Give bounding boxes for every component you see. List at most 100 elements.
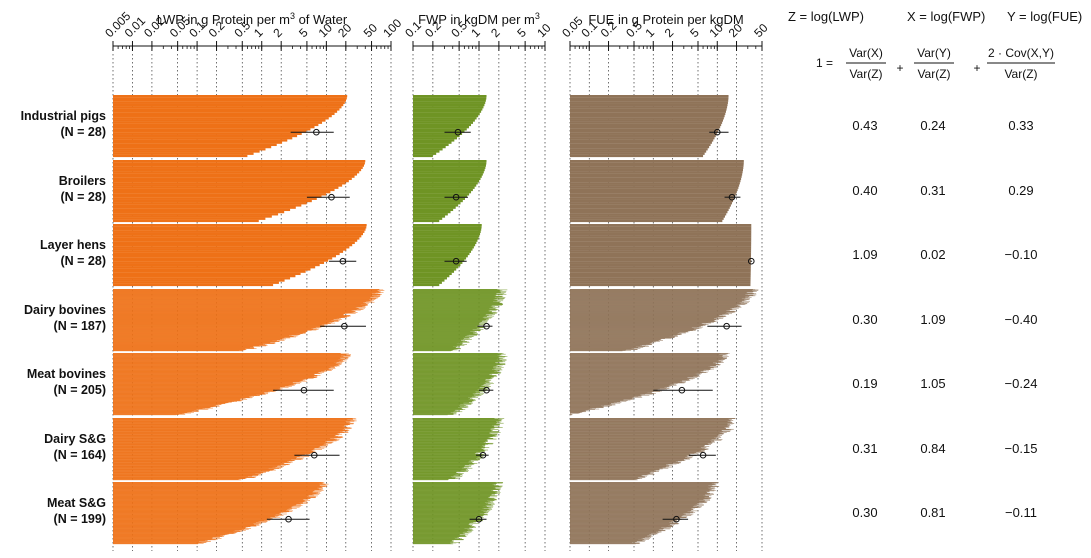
data-bar[interactable] [570, 478, 637, 480]
data-bar[interactable] [413, 450, 486, 451]
data-bar[interactable] [113, 429, 343, 430]
data-bar[interactable] [113, 439, 335, 440]
data-bar[interactable] [413, 461, 469, 462]
data-bar[interactable] [413, 182, 478, 185]
data-bar[interactable] [570, 463, 680, 464]
data-bar[interactable] [113, 97, 347, 100]
data-bar[interactable] [570, 474, 649, 476]
data-bar[interactable] [413, 465, 466, 467]
data-bar[interactable] [570, 432, 722, 434]
data-bar[interactable] [413, 252, 470, 256]
data-bar[interactable] [413, 422, 498, 424]
data-bar[interactable] [570, 152, 705, 155]
data-bar[interactable] [413, 226, 482, 229]
data-bar[interactable] [413, 270, 455, 273]
data-bar[interactable] [113, 469, 275, 470]
data-bar[interactable] [113, 210, 285, 214]
data-bar[interactable] [113, 453, 312, 454]
mean-marker[interactable] [479, 451, 487, 459]
data-bar[interactable] [113, 442, 332, 444]
data-bar[interactable] [570, 141, 712, 144]
data-bar[interactable] [113, 457, 297, 458]
data-bar[interactable] [113, 184, 343, 187]
data-bar[interactable] [570, 160, 744, 163]
data-bar[interactable] [113, 266, 316, 269]
data-bar[interactable] [113, 450, 313, 451]
data-bar[interactable] [570, 425, 729, 427]
data-bar[interactable] [113, 432, 349, 433]
data-bar[interactable] [570, 191, 737, 194]
data-bar[interactable] [413, 272, 452, 276]
data-bar[interactable] [413, 442, 486, 443]
data-bar[interactable] [113, 449, 323, 450]
data-bar[interactable] [113, 191, 331, 194]
data-bar[interactable] [113, 430, 350, 431]
data-bar[interactable] [570, 421, 732, 422]
data-bar[interactable] [113, 429, 349, 431]
data-bar[interactable] [413, 443, 490, 444]
data-bar[interactable] [570, 128, 720, 131]
data-bar[interactable] [570, 270, 751, 273]
data-bar[interactable] [113, 199, 312, 203]
data-bar[interactable] [570, 422, 728, 424]
data-bar[interactable] [413, 473, 458, 475]
data-bar[interactable] [113, 243, 353, 247]
data-bar[interactable] [570, 164, 744, 167]
data-bar[interactable] [413, 469, 466, 470]
data-bar[interactable] [570, 473, 651, 475]
data-bar[interactable] [113, 445, 321, 447]
data-bar[interactable] [570, 470, 654, 471]
data-bar[interactable] [113, 477, 246, 479]
data-bar[interactable] [570, 425, 731, 426]
data-bar[interactable] [113, 446, 320, 447]
data-bar[interactable] [413, 464, 472, 466]
data-bar[interactable] [413, 246, 474, 249]
data-bar[interactable] [570, 215, 725, 218]
data-bar[interactable] [113, 428, 345, 430]
data-bar[interactable] [113, 422, 354, 424]
data-bar[interactable] [413, 433, 498, 435]
data-bar[interactable] [113, 241, 355, 245]
data-bar[interactable] [570, 460, 685, 461]
data-bar[interactable] [413, 431, 490, 433]
data-bar[interactable] [570, 179, 741, 183]
data-bar[interactable] [113, 419, 353, 421]
data-bar[interactable] [570, 110, 726, 113]
data-bar[interactable] [570, 427, 727, 429]
data-bar[interactable] [113, 470, 270, 472]
data-bar[interactable] [113, 239, 358, 242]
data-bar[interactable] [570, 186, 739, 189]
data-bar[interactable] [570, 446, 710, 447]
data-bar[interactable] [113, 468, 269, 470]
data-bar[interactable] [113, 228, 366, 231]
data-bar[interactable] [413, 268, 457, 271]
data-bar[interactable] [413, 215, 446, 218]
data-bar[interactable] [113, 168, 362, 172]
data-bar[interactable] [413, 452, 479, 454]
data-bar[interactable] [113, 424, 348, 426]
data-bar[interactable] [570, 438, 719, 439]
data-bar[interactable] [413, 443, 493, 445]
data-bar[interactable] [413, 450, 484, 452]
data-bar[interactable] [570, 465, 670, 467]
data-bar[interactable] [413, 110, 482, 113]
data-bar[interactable] [570, 427, 725, 428]
data-bar[interactable] [113, 463, 285, 464]
data-bar[interactable] [570, 143, 711, 147]
data-bar[interactable] [413, 441, 486, 442]
data-bar[interactable] [113, 206, 296, 209]
data-bar[interactable] [113, 274, 296, 278]
data-bar[interactable] [113, 455, 310, 456]
data-bar[interactable] [413, 436, 490, 438]
data-bar[interactable] [413, 431, 499, 433]
data-bar[interactable] [113, 477, 255, 478]
data-bar[interactable] [113, 473, 256, 474]
data-bar[interactable] [413, 463, 475, 465]
data-bar[interactable] [113, 447, 325, 449]
data-bar[interactable] [413, 464, 474, 465]
data-bar[interactable] [113, 462, 289, 463]
data-bar[interactable] [413, 448, 482, 449]
data-bar[interactable] [413, 257, 467, 260]
data-bar[interactable] [413, 471, 468, 472]
data-bar[interactable] [413, 121, 474, 124]
